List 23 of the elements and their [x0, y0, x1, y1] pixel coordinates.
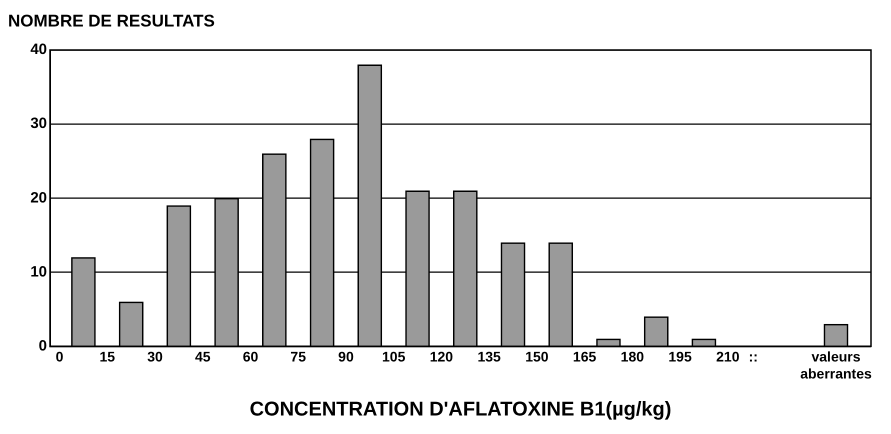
x-tick-label: 105 [382, 348, 406, 365]
x-tick-label: 90 [338, 348, 354, 365]
x-tick-label: 180 [620, 348, 644, 365]
y-axis-title: NOMBRE DE RESULTATS [8, 12, 215, 31]
x-tick-label: 15 [99, 348, 116, 365]
x-axis-title: CONCENTRATION D'AFLATOXINE B1(µg/kg) [250, 398, 672, 421]
x-tick-label: 0 [56, 348, 64, 365]
x-tick-label: 75 [290, 348, 306, 365]
x-tick-label: valeurs aberrantes [800, 348, 872, 382]
x-tick-label: 45 [194, 348, 211, 365]
x-tick-label: 150 [525, 348, 549, 365]
x-tick-label: 120 [430, 348, 454, 365]
x-tick-label: 210 [716, 348, 740, 365]
y-tick-label: 10 [30, 263, 47, 280]
x-tick-label: 135 [477, 348, 502, 365]
x-tick-label: 30 [147, 348, 164, 365]
y-tick-label: 30 [30, 115, 47, 132]
y-tick-label: 40 [30, 41, 47, 58]
x-tick-label: :: [748, 348, 758, 365]
x-tick-label: 60 [242, 348, 258, 365]
x-tick-label: 165 [572, 348, 596, 365]
x-tick-label: 195 [668, 348, 692, 365]
y-tick-label: 20 [30, 189, 47, 206]
